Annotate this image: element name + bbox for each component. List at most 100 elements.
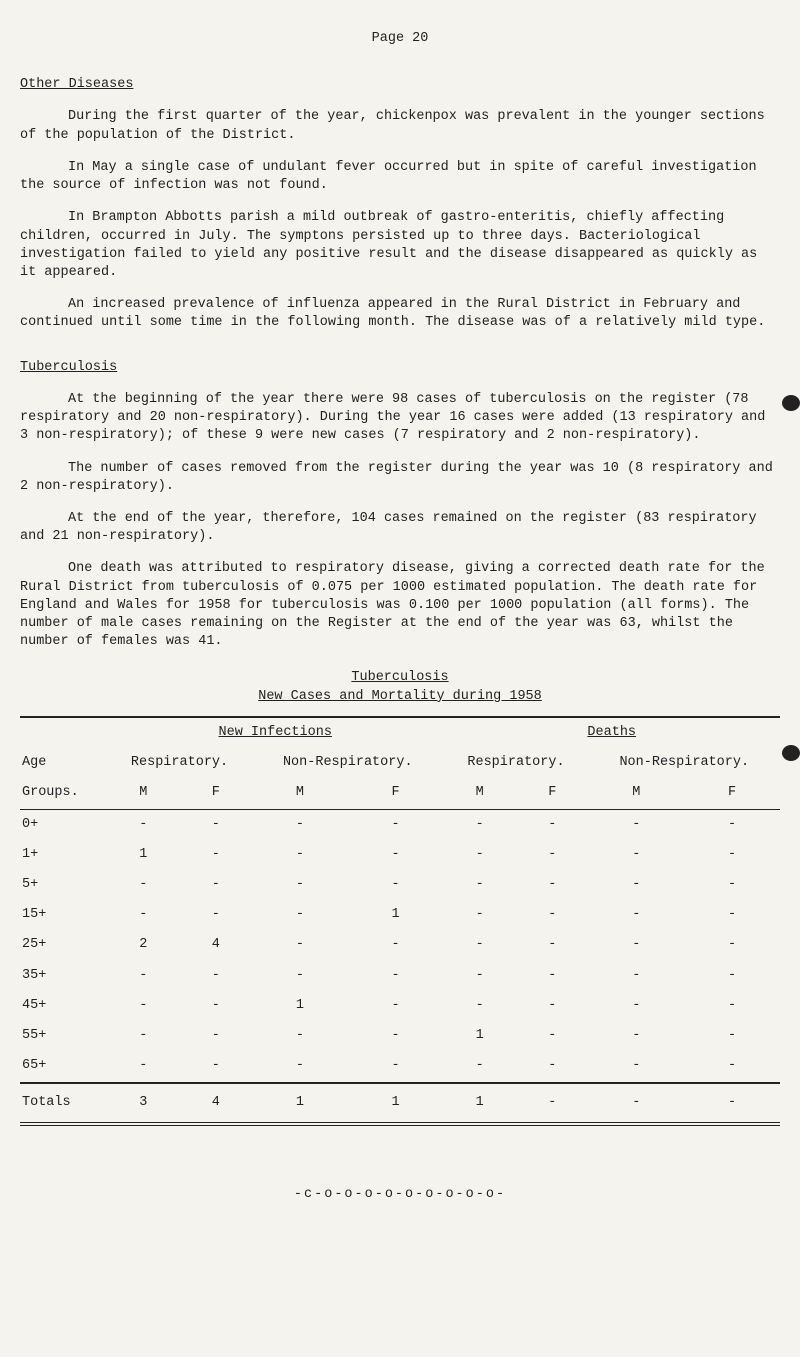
value-cell: 1 bbox=[443, 1021, 516, 1051]
age-cell: 45+ bbox=[20, 991, 107, 1021]
value-cell: - bbox=[252, 961, 348, 991]
value-cell: - bbox=[443, 840, 516, 870]
col-m-4: M bbox=[589, 778, 685, 809]
value-cell: - bbox=[516, 809, 589, 840]
other-para-3: In Brampton Abbotts parish a mild outbre… bbox=[20, 209, 780, 282]
value-cell: 1 bbox=[252, 991, 348, 1021]
page-hole-1 bbox=[782, 395, 800, 411]
value-cell: - bbox=[107, 1051, 180, 1082]
value-cell: - bbox=[348, 961, 444, 991]
value-cell: - bbox=[443, 961, 516, 991]
value-cell: - bbox=[252, 1021, 348, 1051]
groups-label: Groups. bbox=[20, 778, 107, 809]
age-cell: 5+ bbox=[20, 870, 107, 900]
totals-cell: 4 bbox=[180, 1083, 253, 1124]
value-cell: - bbox=[180, 809, 253, 840]
table-row: 65+-------- bbox=[20, 1051, 780, 1082]
value-cell: - bbox=[348, 991, 444, 1021]
table-title-line2: New Cases and Mortality during 1958 bbox=[258, 689, 542, 704]
other-para-4: An increased prevalence of influenza app… bbox=[20, 296, 780, 332]
table-title-line1: Tuberculosis bbox=[351, 670, 448, 685]
header-row-2: Age Respiratory. Non-Respiratory. Respir… bbox=[20, 748, 780, 778]
value-cell: - bbox=[348, 930, 444, 960]
value-cell: 4 bbox=[180, 930, 253, 960]
tb-para-3: At the end of the year, therefore, 104 c… bbox=[20, 510, 780, 546]
other-para-1: During the first quarter of the year, ch… bbox=[20, 108, 780, 144]
table-row: 5+-------- bbox=[20, 870, 780, 900]
totals-cell: 1 bbox=[348, 1083, 444, 1124]
col-f-1: F bbox=[180, 778, 253, 809]
nonresp-label-deaths: Non-Respiratory. bbox=[589, 748, 781, 778]
age-cell: 1+ bbox=[20, 840, 107, 870]
totals-label: Totals bbox=[20, 1083, 107, 1124]
tuberculosis-table: New Infections Deaths Age Respiratory. N… bbox=[20, 716, 780, 1126]
table-row: 35+-------- bbox=[20, 961, 780, 991]
age-cell: 55+ bbox=[20, 1021, 107, 1051]
tb-para-4: One death was attributed to respiratory … bbox=[20, 560, 780, 651]
value-cell: - bbox=[348, 1051, 444, 1082]
value-cell: - bbox=[107, 900, 180, 930]
page: Page 20 Other Diseases During the first … bbox=[0, 0, 800, 1244]
value-cell: - bbox=[180, 840, 253, 870]
value-cell: 2 bbox=[107, 930, 180, 960]
value-cell: - bbox=[180, 870, 253, 900]
value-cell: - bbox=[180, 961, 253, 991]
value-cell: - bbox=[516, 1051, 589, 1082]
value-cell: - bbox=[107, 870, 180, 900]
age-cell: 65+ bbox=[20, 1051, 107, 1082]
table-row: 1+1------- bbox=[20, 840, 780, 870]
table-row: 0+-------- bbox=[20, 809, 780, 840]
value-cell: - bbox=[252, 930, 348, 960]
resp-label-new: Respiratory. bbox=[107, 748, 252, 778]
value-cell: - bbox=[516, 930, 589, 960]
value-cell: - bbox=[107, 809, 180, 840]
value-cell: - bbox=[348, 809, 444, 840]
value-cell: - bbox=[443, 870, 516, 900]
tb-para-1: At the beginning of the year there were … bbox=[20, 391, 780, 446]
footer-ornament: -c-o-o-o-o-o-o-o-o-o- bbox=[20, 1186, 780, 1204]
value-cell: - bbox=[684, 900, 780, 930]
value-cell: - bbox=[684, 1051, 780, 1082]
col-f-3: F bbox=[516, 778, 589, 809]
totals-cell: - bbox=[516, 1083, 589, 1124]
value-cell: - bbox=[516, 991, 589, 1021]
value-cell: - bbox=[589, 961, 685, 991]
value-cell: - bbox=[443, 930, 516, 960]
value-cell: - bbox=[107, 961, 180, 991]
value-cell: - bbox=[589, 1021, 685, 1051]
totals-cell: - bbox=[684, 1083, 780, 1124]
value-cell: - bbox=[684, 991, 780, 1021]
value-cell: - bbox=[516, 961, 589, 991]
value-cell: - bbox=[252, 840, 348, 870]
table-row: 55+----1--- bbox=[20, 1021, 780, 1051]
value-cell: - bbox=[252, 870, 348, 900]
value-cell: - bbox=[180, 991, 253, 1021]
value-cell: - bbox=[180, 1021, 253, 1051]
totals-cell: 1 bbox=[252, 1083, 348, 1124]
value-cell: - bbox=[684, 870, 780, 900]
value-cell: - bbox=[252, 900, 348, 930]
table-row: 25+24------ bbox=[20, 930, 780, 960]
header-row-1: New Infections Deaths bbox=[20, 717, 780, 748]
resp-label-deaths: Respiratory. bbox=[443, 748, 588, 778]
tb-para-2: The number of cases removed from the reg… bbox=[20, 460, 780, 496]
value-cell: - bbox=[684, 930, 780, 960]
nonresp-label-new: Non-Respiratory. bbox=[252, 748, 443, 778]
value-cell: - bbox=[684, 961, 780, 991]
new-infections-header: New Infections bbox=[219, 725, 332, 740]
totals-cell: - bbox=[589, 1083, 685, 1124]
table-title: Tuberculosis New Cases and Mortality dur… bbox=[20, 669, 780, 705]
value-cell: - bbox=[348, 870, 444, 900]
value-cell: - bbox=[516, 870, 589, 900]
tuberculosis-heading: Tuberculosis bbox=[20, 359, 780, 377]
value-cell: - bbox=[589, 870, 685, 900]
value-cell: 1 bbox=[348, 900, 444, 930]
value-cell: - bbox=[589, 930, 685, 960]
table-row: 15+---1---- bbox=[20, 900, 780, 930]
value-cell: - bbox=[107, 991, 180, 1021]
value-cell: - bbox=[589, 900, 685, 930]
value-cell: - bbox=[348, 1021, 444, 1051]
col-m-2: M bbox=[252, 778, 348, 809]
totals-cell: 1 bbox=[443, 1083, 516, 1124]
age-cell: 0+ bbox=[20, 809, 107, 840]
